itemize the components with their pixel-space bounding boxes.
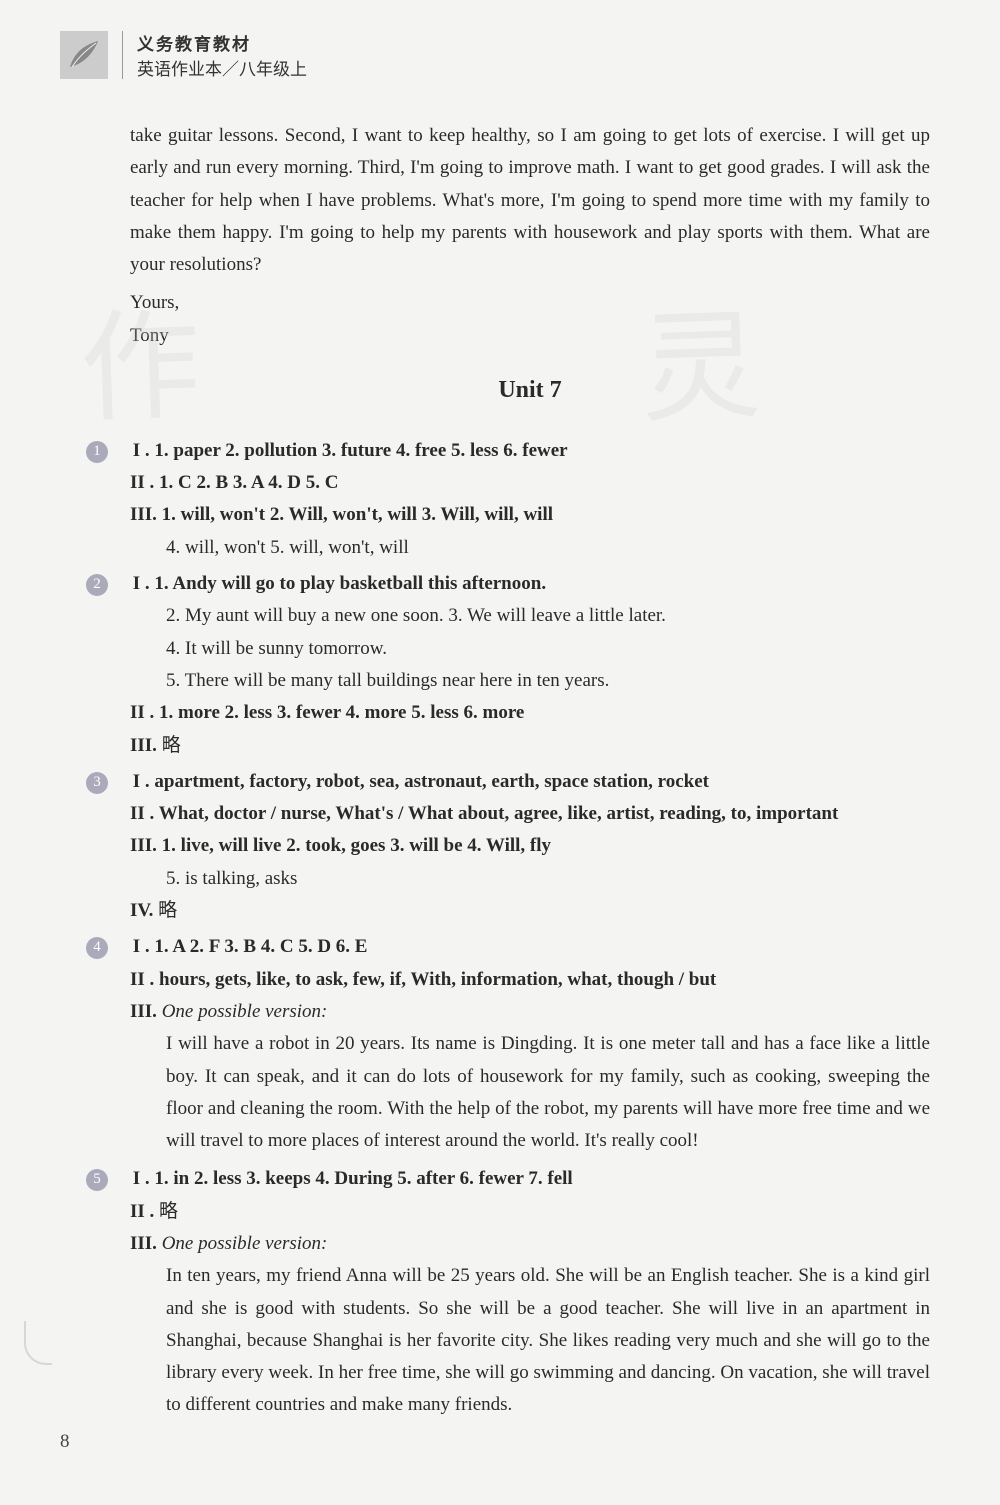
header-divider bbox=[122, 31, 123, 79]
leaf-icon bbox=[66, 37, 102, 73]
badge-4: 4 bbox=[86, 937, 108, 959]
signoff-yours: Yours, bbox=[130, 287, 930, 319]
q2-I-3: 4. It will be sunny tomorrow. bbox=[130, 633, 930, 665]
content-body: take guitar lessons. Second, I want to k… bbox=[60, 120, 930, 1422]
badge-1: 1 bbox=[86, 441, 108, 463]
q3-III-1: III. 1. live, will live 2. took, goes 3.… bbox=[130, 830, 930, 862]
question-4: 4 I . 1. A 2. F 3. B 4. C 5. D 6. E bbox=[130, 931, 930, 963]
q1-I: I . 1. paper 2. pollution 3. future 4. f… bbox=[133, 440, 568, 461]
header-line-1: 义务教育教材 bbox=[137, 30, 307, 55]
q3-I: I . apartment, factory, robot, sea, astr… bbox=[133, 771, 709, 792]
q2-I-1: I . 1. Andy will go to play basketball t… bbox=[133, 573, 546, 594]
q4-III-italic: One possible version: bbox=[162, 1001, 328, 1022]
q2-III: III. bbox=[130, 735, 162, 756]
q5-II-val: 略 bbox=[159, 1201, 178, 1222]
signoff-name: Tony bbox=[130, 320, 930, 352]
q2-II: II . 1. more 2. less 3. fewer 4. more 5.… bbox=[130, 697, 930, 729]
q5-III-body: In ten years, my friend Anna will be 25 … bbox=[130, 1260, 930, 1421]
header-text-block: 义务教育教材 英语作业本／八年级上 bbox=[137, 30, 307, 80]
q1-III-1: III. 1. will, won't 2. Will, won't, will… bbox=[130, 499, 930, 531]
q3-IV: IV. bbox=[130, 900, 158, 921]
q5-III-label: III. bbox=[130, 1233, 162, 1254]
q5-I: I . 1. in 2. less 3. keeps 4. During 5. … bbox=[133, 1168, 573, 1189]
question-3: 3 I . apartment, factory, robot, sea, as… bbox=[130, 766, 930, 798]
page: 义务教育教材 英语作业本／八年级上 作 灵 take guitar lesson… bbox=[0, 0, 1000, 1505]
badge-2: 2 bbox=[86, 574, 108, 596]
q2-I-2: 2. My aunt will buy a new one soon. 3. W… bbox=[130, 600, 930, 632]
q4-I: I . 1. A 2. F 3. B 4. C 5. D 6. E bbox=[133, 936, 368, 957]
q5-III-head: III. One possible version: bbox=[130, 1228, 930, 1260]
q4-III-body: I will have a robot in 20 years. Its nam… bbox=[130, 1028, 930, 1157]
page-number: 8 bbox=[60, 1431, 70, 1453]
question-1: 1 I . 1. paper 2. pollution 3. future 4.… bbox=[130, 435, 930, 467]
q4-III-label: III. bbox=[130, 1001, 162, 1022]
q4-II: II . hours, gets, like, to ask, few, if,… bbox=[130, 964, 930, 996]
badge-3: 3 bbox=[86, 772, 108, 794]
unit-title: Unit 7 bbox=[130, 370, 930, 411]
q3-III-2: 5. is talking, asks bbox=[130, 863, 930, 895]
q3-IV-val: 略 bbox=[158, 900, 177, 921]
q5-II: II . bbox=[130, 1201, 159, 1222]
q3-II: II . What, doctor / nurse, What's / What… bbox=[130, 798, 930, 830]
page-header: 义务教育教材 英语作业本／八年级上 bbox=[60, 30, 930, 80]
q5-III-italic: One possible version: bbox=[162, 1233, 328, 1254]
q4-III-head: III. One possible version: bbox=[130, 996, 930, 1028]
q1-II: II . 1. C 2. B 3. A 4. D 5. C bbox=[130, 467, 930, 499]
header-line-2: 英语作业本／八年级上 bbox=[137, 55, 307, 80]
publisher-logo bbox=[60, 31, 108, 79]
badge-5: 5 bbox=[86, 1169, 108, 1191]
page-curl-icon bbox=[24, 1321, 52, 1365]
q1-III-2: 4. will, won't 5. will, won't, will bbox=[130, 532, 930, 564]
q2-I-4: 5. There will be many tall buildings nea… bbox=[130, 665, 930, 697]
intro-paragraph: take guitar lessons. Second, I want to k… bbox=[130, 120, 930, 281]
question-2: 2 I . 1. Andy will go to play basketball… bbox=[130, 568, 930, 600]
question-5: 5 I . 1. in 2. less 3. keeps 4. During 5… bbox=[130, 1163, 930, 1195]
q2-III-val: 略 bbox=[162, 735, 181, 756]
